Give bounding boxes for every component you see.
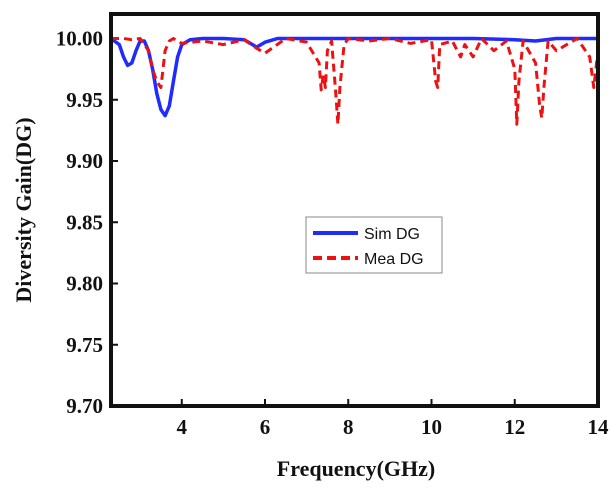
- legend-label-mea: Mea DG: [364, 251, 424, 268]
- x-tick-label: 12: [504, 415, 525, 439]
- x-tick-label: 10: [421, 415, 442, 439]
- x-tick-label: 4: [177, 415, 188, 439]
- x-tick-label: 8: [343, 415, 354, 439]
- y-tick-label: 9.95: [66, 88, 103, 112]
- plot-lines: [109, 36, 600, 126]
- x-tick-label: 14: [588, 415, 610, 439]
- x-axis-title: Frequency(GHz): [277, 456, 435, 481]
- y-axis-ticks: 9.70 9.75 9.80 9.85 9.90 9.95 10.00: [56, 27, 118, 418]
- legend-label-sim: Sim DG: [364, 226, 420, 243]
- legend-box: [305, 216, 443, 274]
- y-tick-label: 9.85: [66, 210, 103, 234]
- y-tick-label: 9.70: [66, 394, 103, 418]
- plot-frame: [109, 12, 600, 408]
- y-axis-title: Diversity Gain(DG): [11, 117, 36, 302]
- y-tick-label: 9.75: [66, 333, 103, 357]
- y-tick-label: 10.00: [56, 27, 103, 51]
- y-tick-label: 9.80: [66, 272, 103, 296]
- series-line-mea: [111, 37, 600, 126]
- y-tick-label: 9.90: [66, 149, 103, 173]
- legend: Sim DG Mea DG: [305, 216, 443, 274]
- series-line-sim: [109, 36, 598, 118]
- x-tick-label: 6: [260, 415, 271, 439]
